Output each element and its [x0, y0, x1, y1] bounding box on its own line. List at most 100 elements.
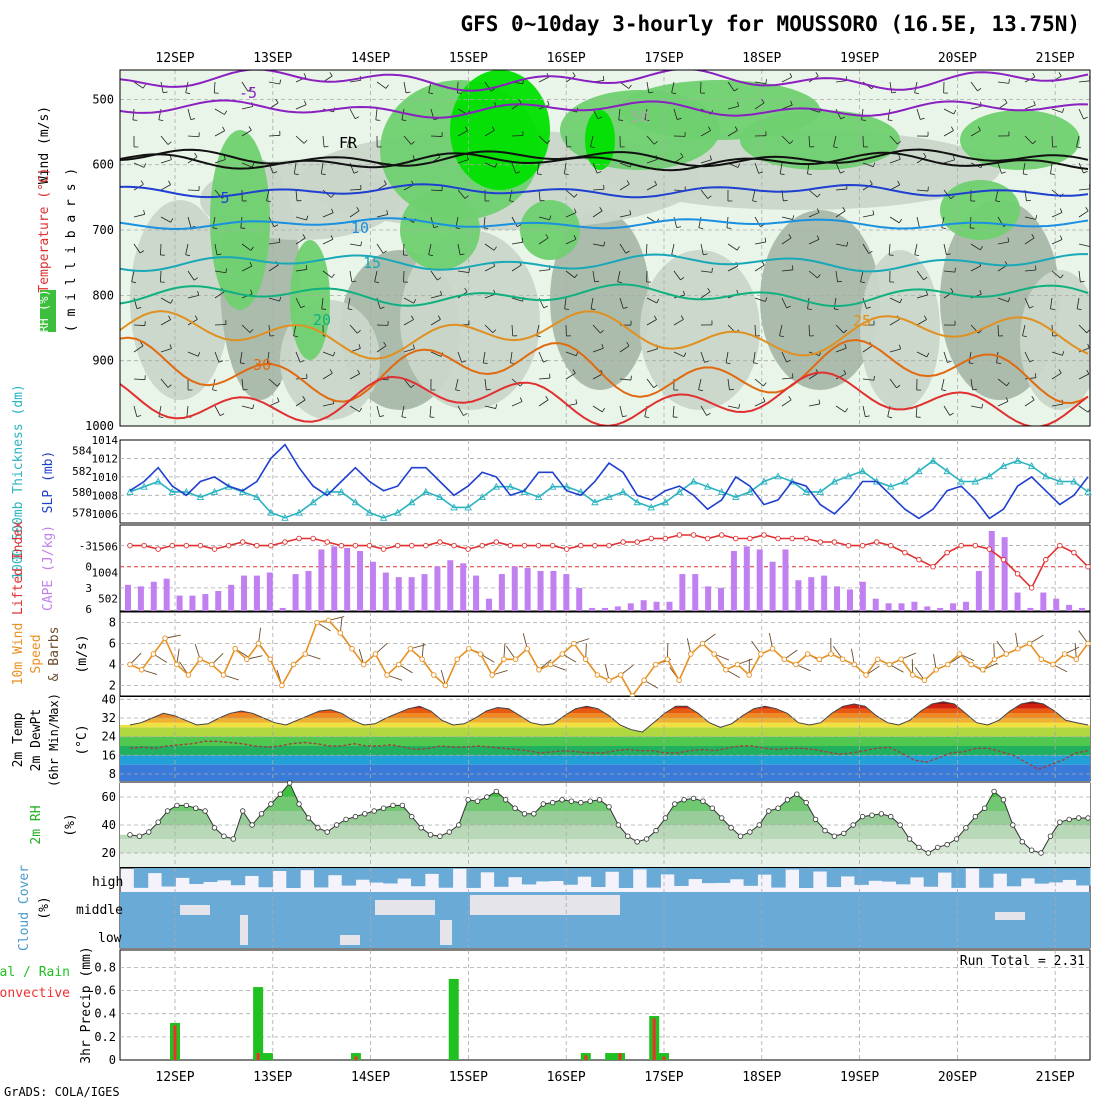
wind-barb-flag — [842, 207, 846, 212]
wind-barb — [241, 106, 253, 110]
lifted-index-point — [761, 532, 767, 538]
rh2m-point — [831, 833, 838, 839]
wind-barb — [727, 378, 730, 390]
wind-barb — [429, 405, 432, 417]
cloud-high-bar — [1034, 868, 1049, 884]
wind-barb-flag — [483, 362, 488, 364]
wind-barb — [376, 81, 387, 89]
wind-barb-flag — [170, 218, 174, 223]
cape-bar — [898, 603, 905, 611]
wind-barb-flag — [977, 126, 981, 131]
wind-barb — [484, 265, 496, 272]
slp-tick-label: 1010 — [92, 471, 119, 484]
wind-barb-flag — [968, 362, 974, 365]
wind-barb-flag — [1076, 146, 1081, 149]
wind-barb-flag — [194, 315, 198, 320]
wind-barb-flag — [251, 162, 255, 168]
wind-barb-flag — [653, 384, 658, 389]
wind-barb — [781, 76, 793, 83]
wind-barb — [1078, 324, 1088, 334]
wind-barb-flag — [738, 403, 741, 409]
wind-barb — [241, 162, 253, 168]
wind10-label-2: Speed — [29, 634, 44, 673]
wind-barb — [349, 324, 358, 334]
wind-barb-flag — [1060, 274, 1064, 279]
wind-barb-flag — [926, 352, 930, 358]
rh2m-point — [277, 791, 283, 797]
cape-bar — [150, 581, 157, 611]
lifted-index-point — [676, 532, 683, 538]
wind-barb — [214, 351, 220, 363]
wind-barb-flag — [758, 171, 763, 174]
wind-barb — [646, 297, 657, 304]
wind-barb — [268, 297, 280, 302]
rh2m-point — [1038, 850, 1044, 856]
wind-barb — [403, 378, 412, 388]
wind-barb — [214, 270, 226, 274]
thickness-line-point — [379, 513, 388, 521]
wind-barb-flag — [891, 91, 897, 94]
wind-barb-flag — [1033, 100, 1036, 106]
wind-barb — [538, 76, 550, 83]
wind-barb-flag — [519, 397, 523, 402]
thickness-line-point — [478, 493, 486, 501]
wind-barb-flag — [385, 84, 389, 89]
date-label-bottom: 17SEP — [644, 1070, 683, 1085]
wind-barb-flag — [332, 351, 336, 357]
wind-barb — [1051, 108, 1063, 113]
wind10-speed-point — [559, 651, 566, 657]
wind-barb-flag — [597, 116, 603, 120]
wind-barb — [160, 81, 164, 93]
lifted-index-point — [747, 535, 753, 542]
wind-barb-flag — [780, 173, 785, 175]
lifted-index-point — [662, 535, 669, 542]
wind-barb-flag — [294, 173, 299, 175]
wind10-unit-label: (m/s) — [75, 634, 90, 673]
wind-barb-flag — [493, 246, 497, 251]
wind-barb — [590, 297, 594, 309]
cape-bar — [498, 574, 505, 611]
cape-bar — [1040, 592, 1047, 611]
cape-bar — [421, 574, 428, 611]
wind-barb — [835, 347, 847, 353]
rh2m-point — [465, 797, 471, 803]
wind-barb — [160, 348, 172, 353]
cloud-unit-label: (%) — [37, 896, 52, 919]
wind-barb-flag — [590, 308, 596, 311]
thickness-line-point — [492, 482, 501, 490]
cloud-high-bar — [147, 868, 163, 874]
wind-barb — [185, 81, 189, 93]
isotherm-label: -5 — [239, 84, 257, 102]
wind10-speed-point — [828, 651, 834, 657]
rh-blob — [290, 240, 330, 360]
isotherm-line — [120, 253, 1088, 273]
cloud-high-bar — [799, 868, 814, 888]
cape-bar — [937, 607, 944, 611]
cape-bar — [1066, 604, 1073, 611]
cape-bar — [369, 561, 376, 611]
thickness-line-point — [717, 487, 726, 495]
date-label-bottom: 19SEP — [840, 1070, 879, 1085]
rh2m-point — [418, 825, 424, 831]
cloud-high-bar — [882, 868, 897, 882]
wind-barb-flag — [979, 289, 982, 295]
wind-barb-flag — [249, 262, 253, 267]
rh2m-point — [324, 829, 330, 835]
wind-barb — [401, 405, 405, 417]
lifted-index-point — [338, 542, 345, 549]
lifted-index-point — [648, 535, 655, 542]
lifted-index-point — [930, 563, 936, 570]
wind-barb — [268, 134, 281, 137]
wind-barb-flag — [789, 72, 793, 78]
cloud-high-bar — [272, 868, 287, 871]
wind-barb — [644, 108, 648, 120]
rh2m-point — [756, 822, 762, 828]
rh2m-band — [120, 839, 1090, 853]
thickness-line-point — [703, 482, 712, 490]
cape-bar — [859, 581, 866, 611]
lifted-index-point — [958, 542, 964, 549]
temp-grid — [120, 697, 1090, 781]
isotherm-label: 5 — [220, 189, 229, 207]
li-cape-panel: -3 0 3 6 1506 1004 502 Lifted Index CAPE (J/kg… — [11, 521, 1091, 616]
wind-barb-flag — [1005, 397, 1009, 402]
